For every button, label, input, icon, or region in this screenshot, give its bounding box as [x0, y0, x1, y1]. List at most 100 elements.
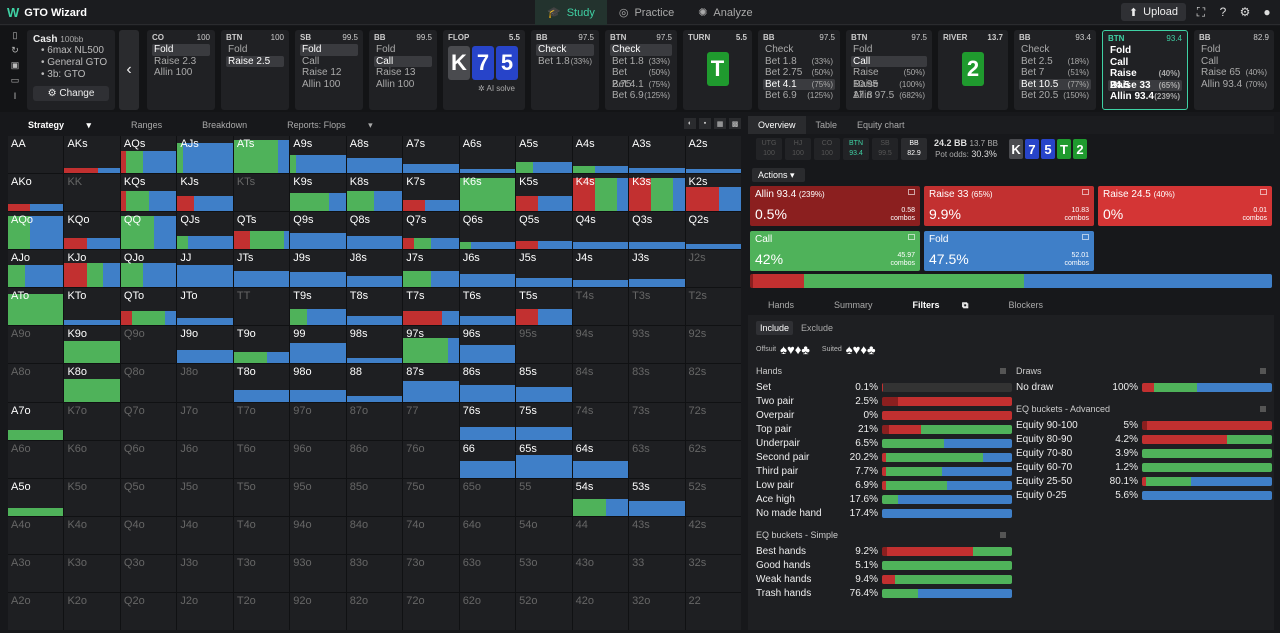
- hand-cell[interactable]: Q8s: [346, 212, 403, 250]
- hand-cell[interactable]: K7o: [64, 402, 120, 440]
- filter-row[interactable]: Equity 70-80 3.9%: [1016, 446, 1272, 460]
- hand-cell[interactable]: 82o: [346, 592, 403, 630]
- hand-cell[interactable]: 65o: [459, 478, 516, 516]
- hand-cell[interactable]: T8o: [233, 364, 290, 402]
- filter-row[interactable]: Third pair 7.7%: [756, 464, 1012, 478]
- hand-cell[interactable]: A3s: [629, 136, 685, 174]
- hand-cell[interactable]: A6s: [459, 136, 516, 174]
- hand-cell[interactable]: A2s: [685, 136, 741, 174]
- hand-cell[interactable]: K9s: [290, 174, 346, 212]
- hand-cell[interactable]: AJs: [177, 136, 233, 174]
- hand-cell[interactable]: J6s: [459, 250, 516, 288]
- grid-medium-icon[interactable]: ▦: [714, 118, 726, 129]
- hand-cell[interactable]: 83o: [346, 554, 403, 592]
- filter-row[interactable]: Equity 80-90 4.2%: [1016, 432, 1272, 446]
- action-box-call[interactable]: Call 42% 45.97 combos: [750, 231, 920, 271]
- tab-ranges[interactable]: Ranges: [111, 120, 182, 130]
- hand-cell[interactable]: A9o: [8, 326, 64, 364]
- hand-cell[interactable]: T6s: [459, 288, 516, 326]
- hand-cell[interactable]: 94s: [572, 326, 629, 364]
- hand-cell[interactable]: 73o: [403, 554, 459, 592]
- hand-cell[interactable]: 63o: [459, 554, 516, 592]
- tab-blockers[interactable]: Blockers: [988, 300, 1063, 310]
- tree-option[interactable]: Call: [851, 55, 927, 67]
- hand-cell[interactable]: K3s: [629, 174, 685, 212]
- hand-cell[interactable]: QTs: [233, 212, 290, 250]
- hand-cell[interactable]: 32o: [629, 592, 685, 630]
- hand-cell[interactable]: AJo: [8, 250, 64, 288]
- hand-cell[interactable]: K3o: [64, 554, 120, 592]
- hand-cell[interactable]: 75o: [403, 478, 459, 516]
- expand-icon[interactable]: [1260, 189, 1267, 195]
- car-icon[interactable]: ▭: [10, 75, 20, 85]
- hand-cell[interactable]: J9o: [177, 326, 233, 364]
- tab-breakdown[interactable]: Breakdown: [182, 120, 267, 130]
- hand-cell[interactable]: 87s: [403, 364, 459, 402]
- expand-icon[interactable]: [1082, 234, 1089, 240]
- hand-cell[interactable]: J5o: [177, 478, 233, 516]
- expand-icon[interactable]: [908, 189, 915, 195]
- tree-option[interactable]: Call: [374, 55, 432, 67]
- hand-cell[interactable]: K5s: [516, 174, 572, 212]
- hand-cell[interactable]: T7o: [233, 402, 290, 440]
- change-button[interactable]: ⚙ Change: [33, 86, 109, 101]
- hand-cell[interactable]: 52o: [516, 592, 572, 630]
- hand-cell[interactable]: Q5o: [120, 478, 177, 516]
- tree-option[interactable]: Fold: [152, 44, 210, 56]
- hand-cell[interactable]: 82s: [685, 364, 741, 402]
- tree-option[interactable]: Raise 24.5 (40%): [1108, 68, 1182, 91]
- tree-option[interactable]: Bet 4.1 (75%): [763, 78, 835, 90]
- hand-cell[interactable]: T7s: [403, 288, 459, 326]
- hand-cell[interactable]: 74s: [572, 402, 629, 440]
- grid-small-icon[interactable]: ▪: [699, 118, 711, 129]
- tree-option[interactable]: Call: [1199, 56, 1269, 68]
- action-box-fold[interactable]: Fold 47.5% 52.01 combos: [924, 231, 1094, 271]
- hand-cell[interactable]: KQs: [120, 174, 177, 212]
- hand-cell[interactable]: A6o: [8, 440, 64, 478]
- exclude-toggle[interactable]: Exclude: [801, 323, 834, 333]
- hand-cell[interactable]: 44: [572, 516, 629, 554]
- tree-option[interactable]: Bet 1.8 (33%): [610, 56, 672, 68]
- hand-cell[interactable]: KK: [64, 174, 120, 212]
- hand-cell[interactable]: QJo: [120, 250, 177, 288]
- include-toggle[interactable]: Include: [756, 321, 794, 335]
- hand-cell[interactable]: 93s: [629, 326, 685, 364]
- filter-row[interactable]: Second pair 20.2%: [756, 450, 1012, 464]
- tree-back-button[interactable]: ‹: [119, 30, 139, 110]
- hand-cell[interactable]: QTo: [120, 288, 177, 326]
- hand-cell[interactable]: 43s: [629, 516, 685, 554]
- tab-overview[interactable]: Overview: [748, 116, 806, 134]
- tree-option[interactable]: Fold: [226, 44, 284, 56]
- tree-option[interactable]: Allin 93.4 (70%): [1199, 79, 1269, 91]
- hand-cell[interactable]: Q5s: [516, 212, 572, 250]
- hand-cell[interactable]: 73s: [629, 402, 685, 440]
- hand-cell[interactable]: J2o: [177, 592, 233, 630]
- hand-cell[interactable]: A5s: [516, 136, 572, 174]
- hand-cell[interactable]: 74o: [403, 516, 459, 554]
- gear-icon[interactable]: ⚙: [1239, 5, 1251, 19]
- hand-cell[interactable]: J8o: [177, 364, 233, 402]
- offsuit-suits-icon[interactable]: ♠♥♦♣: [780, 342, 810, 357]
- hand-cell[interactable]: 98o: [290, 364, 346, 402]
- hand-cell[interactable]: T4o: [233, 516, 290, 554]
- hand-cell[interactable]: A9s: [290, 136, 346, 174]
- filter-row[interactable]: Weak hands 9.4%: [756, 572, 1012, 586]
- tree-option[interactable]: Call: [1108, 57, 1182, 69]
- hand-cell[interactable]: 95o: [290, 478, 346, 516]
- tree-option[interactable]: Bet 7 (51%): [1019, 67, 1091, 79]
- tree-option[interactable]: Check: [763, 44, 835, 56]
- hand-cell[interactable]: 55: [516, 478, 572, 516]
- hand-cell[interactable]: Q9s: [290, 212, 346, 250]
- hand-cell[interactable]: 54s: [572, 478, 629, 516]
- hand-cell[interactable]: K8o: [64, 364, 120, 402]
- hand-cell[interactable]: KQo: [64, 212, 120, 250]
- hand-cell[interactable]: 94o: [290, 516, 346, 554]
- hand-cell[interactable]: K2s: [685, 174, 741, 212]
- tree-option[interactable]: Raise 65 (40%): [1199, 67, 1269, 79]
- ai-solve-button[interactable]: ✲ AI solve: [448, 84, 520, 93]
- filter-row[interactable]: Equity 60-70 1.2%: [1016, 460, 1272, 474]
- hand-cell[interactable]: 72o: [403, 592, 459, 630]
- hand-cell[interactable]: J6o: [177, 440, 233, 478]
- nav-tab-study[interactable]: 🎓 Study: [535, 0, 607, 25]
- tab-table[interactable]: Table: [815, 120, 838, 130]
